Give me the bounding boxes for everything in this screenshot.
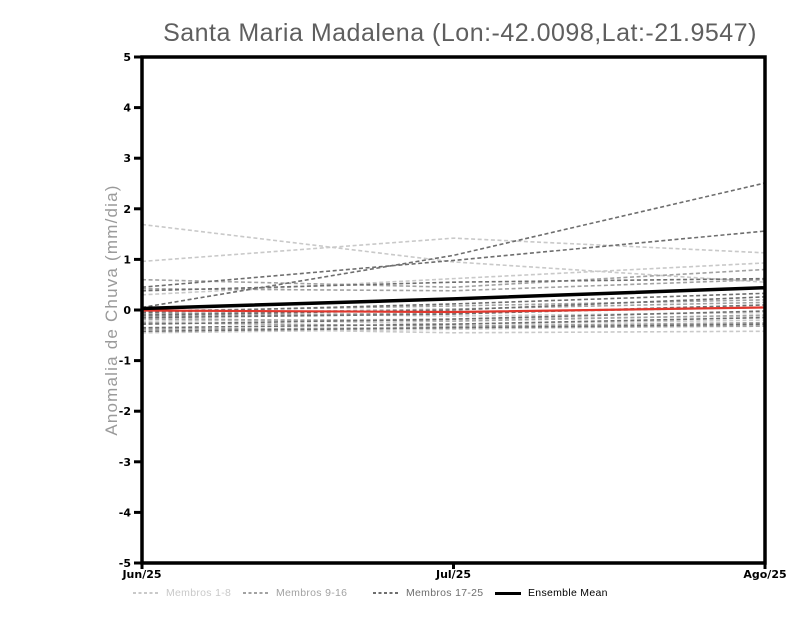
- y-tick-label: 2: [123, 203, 131, 216]
- x-tick-label: Jun/25: [121, 568, 161, 581]
- series-line-membro-19: [141, 277, 766, 292]
- series-line-membro-3: [141, 262, 766, 296]
- y-tick-label: 0: [123, 304, 131, 317]
- y-tick-label: -5: [119, 557, 131, 570]
- y-tick-label: 3: [123, 152, 131, 165]
- legend-item-membros-9-16: Membros 9-16: [243, 586, 347, 600]
- series-line-membro-16: [141, 299, 766, 312]
- series-line-membro-4: [141, 311, 766, 317]
- series-line-membro-1: [141, 223, 766, 283]
- legend-item-membros-17-25: Membros 17-25: [373, 586, 483, 600]
- series-line-membro-22: [141, 304, 766, 319]
- series-line-membro-10: [141, 278, 766, 292]
- y-tick-label: -1: [119, 355, 131, 368]
- series-line-membro-7: [141, 324, 766, 334]
- series-line-membro-23: [141, 310, 766, 325]
- series-line-membro-2: [141, 237, 766, 263]
- series-line-membro-18: [141, 230, 766, 289]
- legend: Membros 1-8 Membros 9-16 Membros 17-25 E…: [0, 586, 800, 602]
- series-line-membro-11: [141, 301, 766, 315]
- series-line-ensemble-mean: [141, 285, 766, 311]
- solid-line-sample-icon: [495, 591, 521, 595]
- legend-item-ensemble-mean: Ensemble Mean: [495, 586, 608, 600]
- series-line-membro-6: [141, 326, 766, 334]
- y-axis-label: Anomalia de Chuva (mm/dia): [102, 184, 121, 436]
- series-line-membro-24: [141, 316, 766, 329]
- series-line-membro-25: [141, 323, 766, 333]
- dashed-line-sample-icon: [133, 592, 159, 594]
- dashed-line-sample-icon: [243, 592, 269, 594]
- y-tick-label: 1: [123, 253, 131, 266]
- series-line-membro-13: [141, 314, 766, 322]
- chart-title: Santa Maria Madalena (Lon:-42.0098,Lat:-…: [163, 19, 757, 47]
- legend-label: Ensemble Mean: [528, 587, 608, 599]
- x-tick-label: Ago/25: [743, 568, 786, 581]
- series-line-membro-21: [141, 296, 766, 316]
- series-line-red-line: [141, 306, 766, 314]
- y-tick-label: -4: [119, 506, 132, 519]
- series-line-membro-9: [141, 268, 766, 289]
- series-line-membro-17: [141, 182, 766, 309]
- y-tick-label: 5: [123, 51, 131, 64]
- legend-label: Membros 1-8: [166, 587, 232, 599]
- legend-item-membros-1-8: Membros 1-8: [133, 586, 231, 600]
- y-tick-label: 4: [123, 102, 131, 115]
- series-line-membro-14: [141, 321, 766, 327]
- dashed-line-sample-icon: [373, 592, 399, 594]
- legend-label: Membros 9-16: [276, 587, 348, 599]
- y-tick-label: -3: [119, 456, 131, 469]
- legend-label: Membros 17-25: [406, 587, 484, 599]
- series-line-membro-20: [141, 292, 766, 314]
- x-tick-label: Jul/25: [435, 568, 471, 581]
- y-tick-label: -2: [119, 405, 131, 418]
